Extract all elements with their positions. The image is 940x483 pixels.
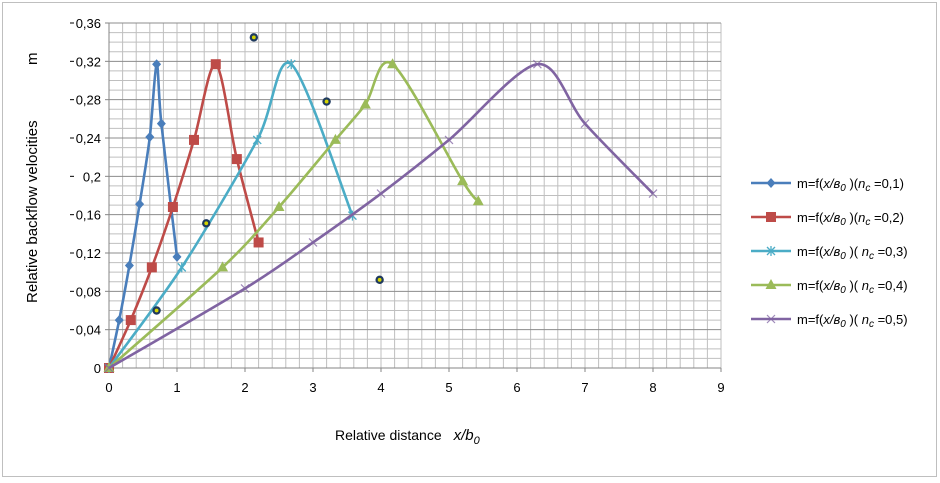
data-point-x [376,189,386,199]
extra-point [249,33,259,42]
y-tick-label: 0,32 [76,54,101,69]
data-point-triangle [457,175,469,186]
legend-item: m=f(x/в0 )( nc =0,5) [751,312,908,330]
legend-item: m=f(x/в0 )(nc =0,1) [751,176,904,194]
x-tick-label: 3 [309,380,316,395]
plot-area [103,58,658,373]
data-point-diamond [124,260,134,271]
series-4 [103,58,484,372]
data-point-triangle [359,98,371,109]
data-point-diamond [114,315,124,326]
y-tick-label: 0,04 [76,323,101,338]
data-point-star [252,134,262,145]
data-point-star [286,59,296,70]
legend-item: m=f(x/в0 )( nc =0,4) [751,278,908,296]
x-tick-label: 7 [581,380,588,395]
x-tick-label: 0 [105,380,112,395]
extra-points [152,33,384,315]
y-tick-label: 0,2 [83,169,101,184]
series-line [107,61,354,369]
data-point-x [580,119,590,129]
x-tick-label: 9 [717,380,724,395]
y-tick-labels: 0 0,04 0,08 0,12 0,16 0,2 0,24 0,28 0,32 0,36 [70,16,109,376]
data-point-square [189,134,199,145]
data-point-square [766,212,776,222]
y-tick-label: 0,16 [76,208,101,223]
data-point-star [177,262,187,273]
y-tick-label: 0,12 [76,246,101,261]
extra-point [375,275,384,285]
legend-item: m=f(x/в0 )( nc =0,3) [751,244,908,262]
axes [105,23,721,372]
data-point-triangle [273,201,285,211]
data-point-triangle [329,133,341,144]
series-1 [104,59,182,373]
data-point-square [146,262,157,273]
data-point-diamond [135,199,145,210]
data-point-diamond [172,251,182,262]
x-axis-title-math: x/b [453,427,474,444]
data-point-diamond [145,132,155,143]
data-point-square [231,154,242,165]
chart: 0 0,04 0,08 0,12 0,16 0,2 0,24 0,28 0,32 0,36 0 1 2… [24,16,908,447]
data-point-triangle [472,195,484,206]
y-tick-label: 0,36 [76,16,101,31]
data-point-x [766,314,776,324]
data-point-square [125,315,136,326]
data-point-diamond [156,118,166,129]
y-tick-label: 0,08 [76,284,101,299]
chart-frame: 0 0,04 0,08 0,12 0,16 0,2 0,24 0,28 0,32 0,36 0 1 2… [2,2,937,477]
legend: m=f(x/в0 )(nc =0,1) m=f(x/в0 )(nc =0,2) m=… [751,176,908,330]
data-point-diamond [766,178,776,188]
data-point-square [210,59,221,70]
data-point-x [240,284,250,293]
legend-label: m=f(x/в0 )(nc =0,2) [797,210,904,228]
legend-label: m=f(x/в0 )( nc =0,5) [797,312,908,330]
series-3 [104,59,357,373]
x-tick-label: 6 [513,380,520,395]
data-point-triangle [765,279,777,289]
x-tick-label: 8 [649,380,656,395]
x-tick-label: 5 [445,380,452,395]
y-tick-label: 0 [94,361,101,376]
y-tick-label: 0,24 [76,131,101,146]
data-point-x [308,238,318,247]
data-point-x [532,59,542,69]
data-point-square [253,237,264,248]
legend-label: m=f(x/в0 )( nc =0,3) [797,244,908,262]
data-point-triangle [387,58,399,69]
y-axis-symbol: m [24,53,41,66]
y-axis-title: Relative backflow velocities [24,120,41,303]
extra-point [322,97,331,106]
x-tick-label: 1 [173,380,180,395]
x-axis-title-text: Relative distance [335,427,442,443]
legend-item: m=f(x/в0 )(nc =0,2) [751,210,904,228]
data-point-x [648,189,658,199]
y-tick-label: 0,28 [76,93,101,108]
legend-label: m=f(x/в0 )(nc =0,1) [797,176,904,194]
x-axis-title-sub: 0 [474,435,481,447]
x-tick-label: 2 [241,380,248,395]
extra-point [202,219,211,228]
grid [108,22,722,369]
extra-point [152,306,161,315]
data-point-square [167,202,178,212]
data-point-triangle [217,261,229,272]
data-point-star [766,246,776,256]
data-point-x [104,363,114,373]
x-tick-labels: 0 1 2 3 4 5 6 7 8 9 [105,368,725,395]
x-axis-title: Relative distance x/b0 [335,427,481,447]
data-point-x [444,135,454,145]
data-point-diamond [152,59,162,70]
series-5 [104,59,658,373]
x-tick-label: 4 [377,380,384,395]
legend-label: m=f(x/в0 )( nc =0,4) [797,278,908,296]
